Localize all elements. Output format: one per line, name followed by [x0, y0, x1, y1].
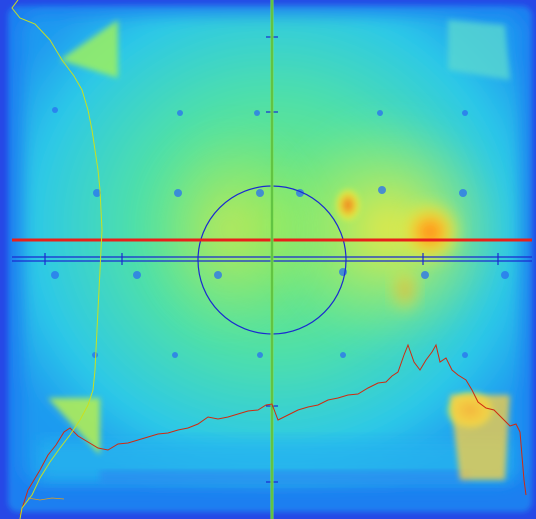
- hot-spot: [400, 202, 460, 262]
- horizontal-profile: [19, 343, 527, 516]
- hot-spot: [334, 187, 362, 223]
- spot-grid: [51, 107, 509, 358]
- corner-patch: [450, 395, 510, 480]
- hot-spot: [391, 268, 419, 312]
- corner-patch: [60, 20, 118, 78]
- warm-region: [140, 120, 320, 340]
- vertical-profile-baseline: [27, 497, 65, 501]
- warm-region: [270, 110, 510, 350]
- corner-patch: [448, 20, 510, 80]
- lower-edge: [100, 470, 470, 484]
- corner-patch: [48, 398, 100, 455]
- vertical-profile: [11, 0, 103, 519]
